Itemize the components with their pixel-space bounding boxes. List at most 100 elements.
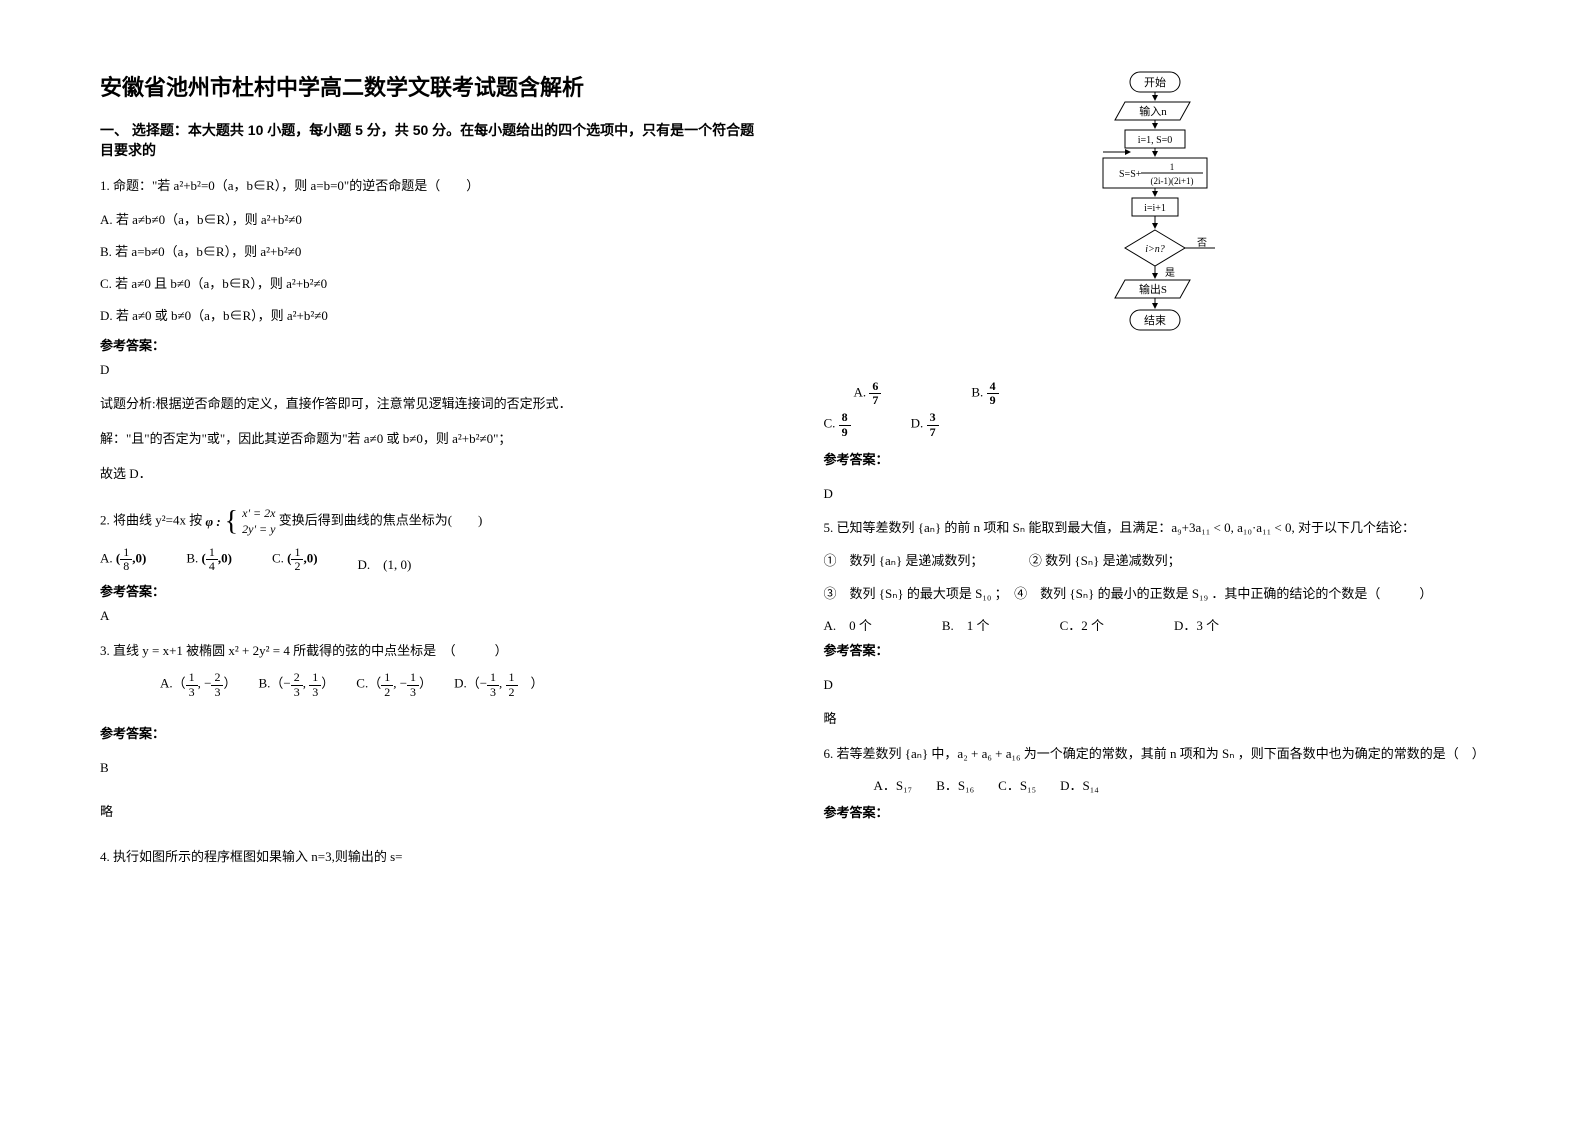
flow-end: 结束 bbox=[1144, 314, 1166, 327]
frac-n: 1 bbox=[506, 671, 518, 685]
q6-answer-label: 参考答案： bbox=[824, 802, 1488, 821]
frac-n: 2 bbox=[291, 671, 303, 685]
frac-d: 8 bbox=[120, 560, 132, 573]
frac-n: 6 bbox=[869, 380, 881, 394]
q5-opt-d: D．3 个 bbox=[1174, 615, 1219, 634]
q1-opt-a: A. 若 a≠b≠0（a，b∈R），则 a²+b²≠0 bbox=[100, 207, 764, 233]
flow-input: 输入n bbox=[1140, 104, 1168, 118]
q4-options-row2: C. 89 D. 37 bbox=[824, 411, 1488, 438]
q2-phi-line1: x' = 2x bbox=[242, 506, 275, 522]
frac-n: 1 bbox=[120, 546, 132, 560]
frac-n: 1 bbox=[381, 671, 393, 685]
q2-answer-letter: A bbox=[100, 604, 764, 629]
frac-n: 2 bbox=[211, 671, 223, 685]
q3-opt-c: C.（12, −13） bbox=[356, 671, 432, 698]
q2-opt-c: C. (12,0) bbox=[272, 546, 318, 573]
frac-d: 2 bbox=[506, 686, 518, 699]
opt-pre: B.（− bbox=[259, 676, 291, 691]
opt-pre: C. bbox=[824, 416, 836, 431]
frac-d: 3 bbox=[487, 686, 499, 699]
q5-conclusion-1: ① 数列 {aₙ} 是递减数列； ② 数列 {Sₙ} 是递减数列； bbox=[824, 549, 1488, 574]
frac-d: 3 bbox=[309, 686, 321, 699]
q5-stem: 5. 已知等差数列 {aₙ} 的前 n 项和 Sₙ 能取到最大值，且满足：a₉+… bbox=[824, 516, 1488, 541]
right-column: 开始 输入n i=1, S=0 S=S+ 1 (2i-1)(2i+1) i=i+… bbox=[824, 70, 1488, 878]
q4-stem: 4. 执行如图所示的程序框图如果输入 n=3,则输出的 s= bbox=[100, 845, 764, 870]
frac-d: 3 bbox=[291, 686, 303, 699]
frac-n: 1 bbox=[206, 546, 218, 560]
frac-d: 7 bbox=[869, 394, 881, 407]
frac-d: 2 bbox=[381, 686, 393, 699]
opt-mid: , − bbox=[393, 676, 407, 691]
brace-icon: { bbox=[225, 509, 238, 534]
frac-n: 4 bbox=[987, 380, 999, 394]
flowchart-diagram: 开始 输入n i=1, S=0 S=S+ 1 (2i-1)(2i+1) i=i+… bbox=[1075, 70, 1235, 370]
q2-phi: φ : { x' = 2x 2y' = y bbox=[205, 506, 275, 537]
q1-opt-b: B. 若 a=b≠0（a，b∈R），则 a²+b²≠0 bbox=[100, 239, 764, 265]
q3-answer-label: 参考答案： bbox=[100, 723, 764, 742]
flow-output: 输出S bbox=[1139, 282, 1167, 296]
opt-pre: D. bbox=[911, 416, 924, 431]
q3-stem: 3. 直线 y = x+1 被椭圆 x² + 2y² = 4 所截得的弦的中点坐… bbox=[100, 639, 764, 664]
q6-stem: 6. 若等差数列 {aₙ} 中，a₂ + a₆ + a₁₆ 为一个确定的常数，其… bbox=[824, 742, 1488, 767]
q6-options: A．S₁₇ B．S₁₆ C．S₁₅ D．S₁₄ bbox=[874, 775, 1488, 794]
q2-stem-prefix: 2. 将曲线 y²=4x 按 bbox=[100, 513, 202, 528]
q6-opt-a: A．S₁₇ bbox=[874, 775, 913, 794]
frac-n: 8 bbox=[839, 411, 851, 425]
frac-d: 4 bbox=[206, 560, 218, 573]
frac-d: 7 bbox=[927, 426, 939, 439]
opt-mid: , − bbox=[198, 676, 212, 691]
frac-n: 1 bbox=[186, 671, 198, 685]
frac-d: 2 bbox=[291, 560, 303, 573]
q5-options: A. 0 个 B. 1 个 C．2 个 D．3 个 bbox=[824, 615, 1488, 634]
q3-opt-b: B.（−23, 13） bbox=[259, 671, 335, 698]
q2-opt-b-post: ,0) bbox=[218, 550, 232, 565]
q2-opt-d: D. (1, 0) bbox=[358, 554, 412, 573]
q4-opt-b: B. 49 bbox=[971, 380, 998, 407]
q4-opt-d: D. 37 bbox=[911, 411, 939, 438]
q5-conclusion-3: ③ 数列 {Sₙ} 的最大项是 S₁₀ ； ④ 数列 {Sₙ} 的最小的正数是 … bbox=[824, 582, 1488, 607]
flow-start: 开始 bbox=[1144, 75, 1166, 89]
left-column: 安徽省池州市杜村中学高二数学文联考试题含解析 一、 选择题：本大题共 10 小题… bbox=[100, 70, 764, 878]
q5-opt-a: A. 0 个 bbox=[824, 615, 872, 634]
frac-n: 1 bbox=[291, 546, 303, 560]
opt-post: ） bbox=[419, 676, 432, 691]
q2-stem-suffix: 变换后得到曲线的焦点坐标为( ) bbox=[279, 513, 483, 528]
q2-opt-a: A. (18,0) bbox=[100, 546, 146, 573]
q5-answer-letter: D bbox=[824, 673, 1488, 698]
q2-options: A. (18,0) B. (14,0) C. (12,0) D. (1, 0) bbox=[100, 546, 764, 573]
q2-opt-a-pre: A. bbox=[100, 550, 113, 565]
q3-brief: 略 bbox=[100, 800, 764, 825]
q2-opt-b: B. (14,0) bbox=[186, 546, 232, 573]
q2-opt-c-pre: C. bbox=[272, 550, 284, 565]
q4-options-row1: A. 67 B. 49 bbox=[854, 380, 1488, 407]
q6-opt-c: C．S₁₅ bbox=[998, 775, 1036, 794]
q3-options: A.（13, −23） B.（−23, 13） C.（12, −13） D.（−… bbox=[160, 671, 764, 698]
q1-stem: 1. 命题："若 a²+b²=0（a，b∈R），则 a=b=0"的逆否命题是（ … bbox=[100, 174, 764, 199]
q1-answer-letter: D bbox=[100, 358, 764, 383]
q2-stem: 2. 将曲线 y²=4x 按 φ : { x' = 2x 2y' = y 变换后… bbox=[100, 506, 764, 537]
q1-answer-label: 参考答案： bbox=[100, 335, 764, 354]
q1-analysis-2: 解："且"的否定为"或"，因此其逆否命题为"若 a≠0 或 b≠0，则 a²+b… bbox=[100, 427, 764, 452]
flow-step: i=i+1 bbox=[1144, 203, 1166, 214]
q3-answer-letter: B bbox=[100, 756, 764, 781]
frac-d: 3 bbox=[186, 686, 198, 699]
flow-init: i=1, S=0 bbox=[1138, 135, 1173, 146]
opt-post: ） bbox=[223, 676, 236, 691]
frac-d: 3 bbox=[211, 686, 223, 699]
q4-answer-letter: D bbox=[824, 482, 1488, 507]
frac-n: 3 bbox=[927, 411, 939, 425]
flow-yes: 是 bbox=[1165, 267, 1175, 279]
q6-opt-b: B．S₁₆ bbox=[936, 775, 974, 794]
frac-d: 9 bbox=[839, 426, 851, 439]
q3-opt-a: A.（13, −23） bbox=[160, 671, 237, 698]
q4-answer-label: 参考答案： bbox=[824, 449, 1488, 468]
q6-opt-d: D．S₁₄ bbox=[1060, 775, 1099, 794]
page-title: 安徽省池州市杜村中学高二数学文联考试题含解析 bbox=[100, 70, 764, 102]
q1-analysis-3: 故选 D． bbox=[100, 462, 764, 487]
q5-opt-b: B. 1 个 bbox=[942, 615, 990, 634]
opt-pre: A. bbox=[854, 385, 867, 400]
section-header: 一、 选择题：本大题共 10 小题，每小题 5 分，共 50 分。在每小题给出的… bbox=[100, 120, 764, 160]
opt-pre: D.（− bbox=[454, 676, 487, 691]
q2-opt-b-pre: B. bbox=[186, 550, 198, 565]
q2-answer-label: 参考答案： bbox=[100, 581, 764, 600]
